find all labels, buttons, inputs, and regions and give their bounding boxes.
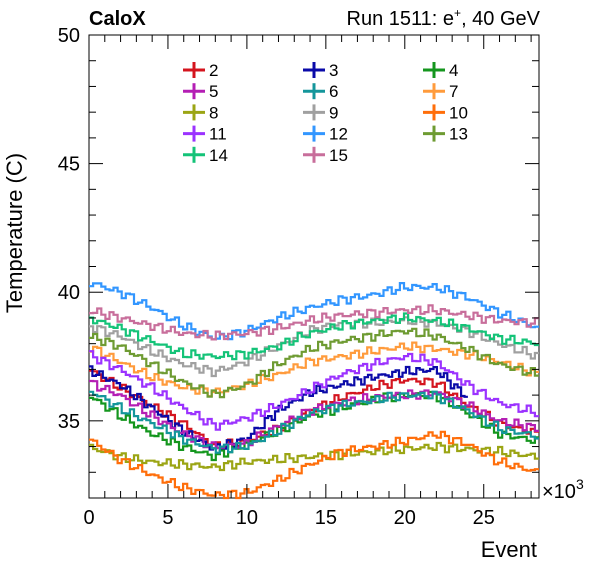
series-line-11 <box>89 350 539 431</box>
legend-label-10: 10 <box>449 103 468 122</box>
series-line-15 <box>89 304 539 341</box>
y-tick-label: 50 <box>58 25 80 47</box>
legend-label-8: 8 <box>209 103 218 122</box>
legend-label-6: 6 <box>329 82 338 101</box>
title-right-main: Run 1511: e <box>347 8 455 30</box>
series-line-8 <box>89 441 539 472</box>
y-tick-label: 45 <box>58 154 80 176</box>
series-line-14 <box>89 312 539 361</box>
series-line-12 <box>89 282 539 341</box>
x-tick-label: 25 <box>473 507 495 529</box>
x-axis-multiplier: ×103 <box>542 476 584 503</box>
legend-label-2: 2 <box>209 61 218 80</box>
y-axis-title: Temperature (C) <box>2 153 27 313</box>
chart-title-right: Run 1511: e+, 40 GeV <box>347 6 541 30</box>
series-line-13 <box>89 327 539 399</box>
legend-label-11: 11 <box>209 125 227 144</box>
y-tick-label: 35 <box>58 411 80 433</box>
x-multiplier-base: ×10 <box>542 481 576 503</box>
series-line-5 <box>89 379 539 449</box>
legend-label-3: 3 <box>329 61 338 80</box>
series-line-10 <box>89 430 539 500</box>
x-tick-label: 20 <box>394 507 416 529</box>
legend-label-13: 13 <box>449 125 468 144</box>
x-tick-label: 15 <box>315 507 337 529</box>
legend-label-14: 14 <box>209 146 228 165</box>
legend-label-5: 5 <box>209 82 218 101</box>
legend: 2 3 4 5 6 7 8 9 10 11 12 13 14 15 <box>183 61 468 165</box>
title-right-tail: , 40 GeV <box>461 8 541 30</box>
series-line-3 <box>89 365 468 452</box>
series-layer <box>89 282 539 500</box>
series-line-7 <box>89 341 539 398</box>
legend-label-7: 7 <box>449 82 458 101</box>
chart-title-left: CaloX <box>89 8 146 30</box>
x-tick-label: 5 <box>162 507 173 529</box>
x-tick-label: 10 <box>236 507 258 529</box>
legend-label-12: 12 <box>329 125 348 144</box>
series-line-6 <box>89 390 539 454</box>
title-right-sup: + <box>454 6 461 20</box>
y-tick-label: 40 <box>58 282 80 304</box>
legend-label-15: 15 <box>329 146 348 165</box>
x-axis-title: Event <box>481 537 537 562</box>
legend-label-4: 4 <box>449 61 458 80</box>
x-tick-label: 0 <box>83 507 94 529</box>
legend-label-9: 9 <box>329 103 338 122</box>
x-multiplier-exp: 3 <box>576 476 584 492</box>
